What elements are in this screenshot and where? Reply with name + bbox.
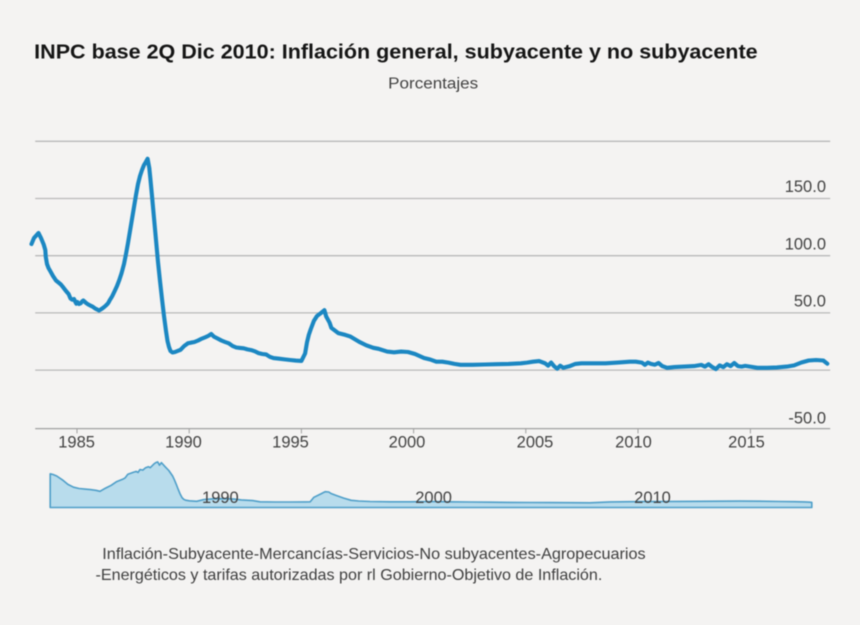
svg-text:2000: 2000: [415, 489, 452, 507]
svg-text:2000: 2000: [389, 434, 426, 452]
svg-text:2010: 2010: [634, 489, 671, 507]
svg-text:Inflación-Subyacente-Mercancía: Inflación-Subyacente-Mercancías-Servicio…: [102, 546, 645, 563]
svg-text:2005: 2005: [517, 434, 554, 452]
svg-text:Porcentajes: Porcentajes: [388, 76, 478, 93]
svg-text:2010: 2010: [615, 434, 652, 452]
svg-text:150.0: 150.0: [785, 178, 826, 196]
svg-text:50.0: 50.0: [794, 293, 826, 311]
svg-text:-50.0: -50.0: [788, 409, 826, 427]
svg-text:-Energéticos y tarifas autoriz: -Energéticos y tarifas autorizadas por r…: [96, 567, 603, 584]
svg-text:1985: 1985: [58, 434, 95, 452]
svg-text:2015: 2015: [728, 434, 765, 452]
svg-text:1990: 1990: [202, 489, 239, 507]
svg-text:INPC base 2Q Dic 2010: Inflaci: INPC base 2Q Dic 2010: Inflación general…: [34, 40, 757, 63]
svg-text:100.0: 100.0: [785, 236, 826, 254]
svg-text:1990: 1990: [165, 434, 202, 452]
svg-text:1995: 1995: [272, 434, 309, 452]
